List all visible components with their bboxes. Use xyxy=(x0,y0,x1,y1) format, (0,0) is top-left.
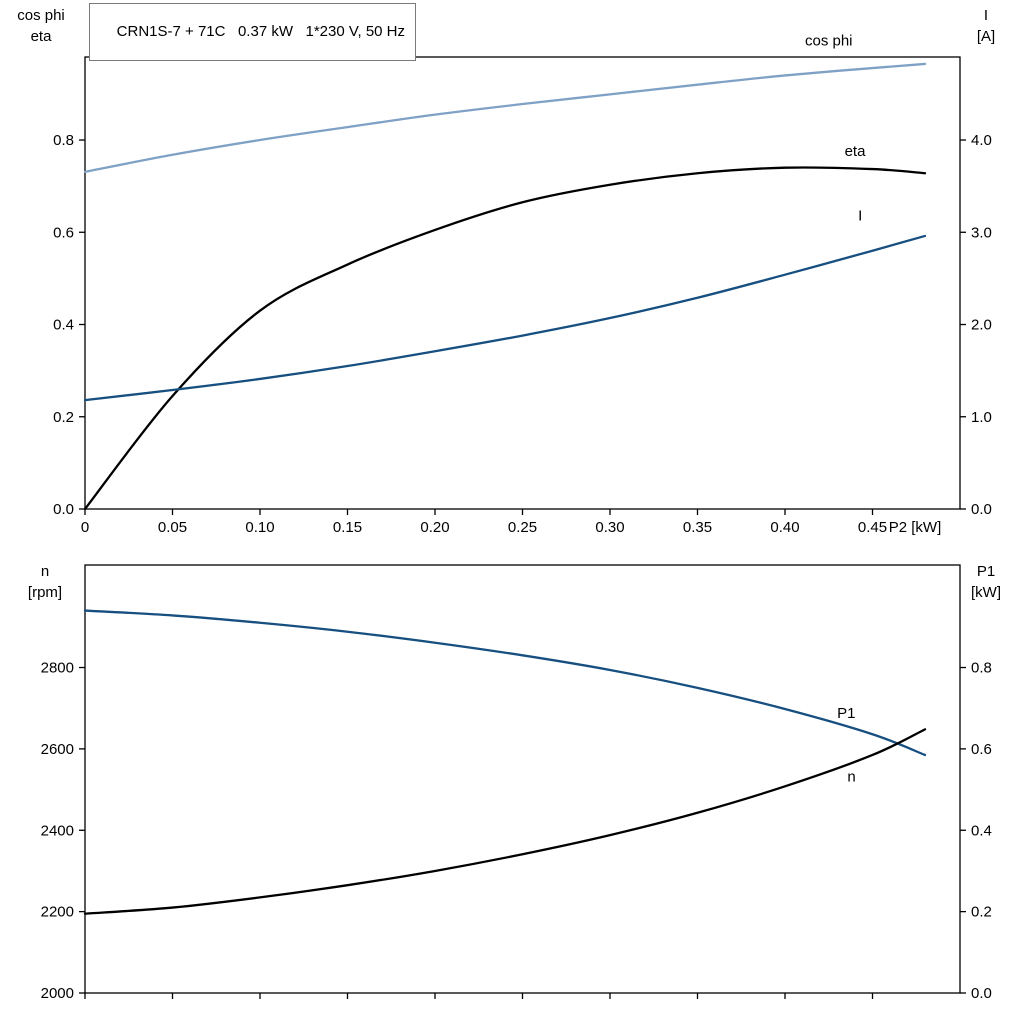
chart-title-box: CRN1S-7 + 71C 0.37 kW 1*230 V, 50 Hz xyxy=(89,3,417,61)
x-tick-label: 0.20 xyxy=(420,519,449,536)
plot-top: 0 0.05 0.10 0.15 0.20 0.25 0.30 0.35 0.40 0.45 0.0… xyxy=(53,32,992,536)
right-tick-label: 3.0 xyxy=(971,224,992,241)
series-label-eta: eta xyxy=(845,143,867,160)
x-axis-label: P2 [kW] xyxy=(888,519,942,536)
left-tick-label: 0.4 xyxy=(53,317,74,334)
left-tick-label: 0.6 xyxy=(53,224,74,241)
series-n xyxy=(83,609,927,757)
plot-bottom: 2000 2200 2400 2600 2800 0.0 0.2 0.4 0.6 0.8 n P1 xyxy=(41,564,992,1002)
right-tick-label: 0.6 xyxy=(971,741,992,758)
right-tick-label: 0.0 xyxy=(971,501,992,518)
plot-border xyxy=(84,564,961,994)
series-i xyxy=(83,234,927,402)
left-tick-label: 0.8 xyxy=(53,132,74,149)
series-p1 xyxy=(83,728,927,915)
p1-axis-label-line1: P1 xyxy=(976,563,996,580)
right-tick-label: 1.0 xyxy=(971,409,992,426)
left-tick-label: 0.2 xyxy=(53,409,74,426)
left-tick-label: 2200 xyxy=(41,904,74,921)
bottom-right-axis-label: P1 [kW] xyxy=(955,561,1017,603)
x-tick-label: 0.05 xyxy=(158,519,187,536)
left-axis-label-line2: eta xyxy=(30,28,52,45)
x-tick-label: 0.30 xyxy=(595,519,624,536)
left-tick-label: 2400 xyxy=(41,822,74,839)
x-tick-label: 0.40 xyxy=(770,519,799,536)
left-tick-label: 2800 xyxy=(41,660,74,677)
series-label-cos-phi: cos phi xyxy=(805,32,853,49)
right-tick-label: 0.0 xyxy=(971,985,992,1002)
top-left-axis-label: cos phi eta xyxy=(6,5,76,47)
plot-border xyxy=(84,56,961,510)
x-tick-label: 0.35 xyxy=(683,519,712,536)
right-axis-label-line1: I xyxy=(983,7,989,24)
p1-axis-label-line2: [kW] xyxy=(971,584,1001,601)
right-axis-label-line2: [A] xyxy=(976,28,996,45)
chart-title: CRN1S-7 + 71C 0.37 kW 1*230 V, 50 Hz xyxy=(116,23,406,40)
right-tick-label: 0.4 xyxy=(971,822,992,839)
x-tick-label: 0.10 xyxy=(245,519,274,536)
series-eta xyxy=(83,166,927,511)
x-tick-label: 0.45 xyxy=(858,519,887,536)
left-tick-label: 2600 xyxy=(41,741,74,758)
series-label-i: I xyxy=(858,207,862,224)
speed-axis-label-line2: [rpm] xyxy=(27,584,63,601)
series-label-n: n xyxy=(847,768,855,785)
bottom-left-axis-label: n [rpm] xyxy=(10,561,80,603)
top-right-axis-label: I [A] xyxy=(955,5,1017,47)
right-tick-label: 2.0 xyxy=(971,317,992,334)
right-tick-label: 4.0 xyxy=(971,132,992,149)
right-tick-label: 0.2 xyxy=(971,904,992,921)
speed-axis-label-line1: n xyxy=(40,563,50,580)
left-tick-label: 2000 xyxy=(41,985,74,1002)
series-cos-phi xyxy=(83,62,927,173)
left-axis-label-line1: cos phi xyxy=(17,7,65,24)
left-tick-label: 0.0 xyxy=(53,501,74,518)
x-tick-label: 0.25 xyxy=(508,519,537,536)
x-tick-label: 0.15 xyxy=(333,519,362,536)
x-tick-label: 0 xyxy=(81,519,89,536)
series-label-p1: P1 xyxy=(837,705,855,722)
right-tick-label: 0.8 xyxy=(971,660,992,677)
